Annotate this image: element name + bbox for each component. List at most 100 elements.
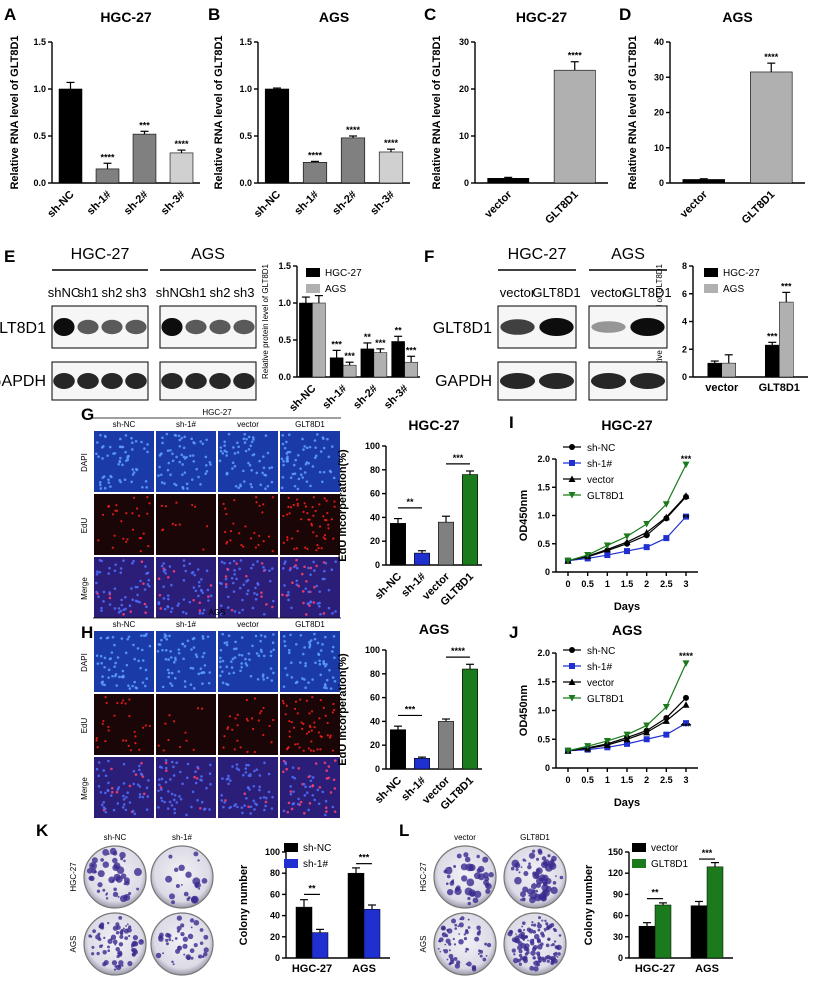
cell-dot	[272, 599, 275, 603]
cell-dot	[244, 525, 247, 528]
blot-band	[590, 373, 627, 389]
colony	[439, 950, 442, 953]
cell-dot	[134, 439, 138, 443]
cell-dot	[183, 680, 187, 683]
cell-dot	[159, 607, 163, 610]
colony	[91, 945, 95, 949]
cell-dot	[242, 583, 245, 587]
cell-dot	[235, 767, 239, 770]
cell-dot	[242, 545, 245, 548]
cell-dot	[192, 748, 195, 751]
colony	[442, 949, 445, 952]
cell-dot	[219, 604, 223, 608]
colony	[100, 925, 105, 930]
colony	[533, 962, 535, 964]
cell-dot	[124, 607, 127, 611]
x-tick-label: sh-1#	[292, 189, 321, 218]
micrograph	[94, 757, 154, 818]
cell-dot	[97, 774, 101, 778]
cell-dot	[264, 474, 268, 477]
cell-dot	[293, 776, 297, 780]
cell-dot	[262, 612, 266, 616]
cell-dot	[288, 512, 291, 515]
imaging-col-label: vector	[237, 620, 259, 629]
cell-dot	[223, 440, 227, 444]
cell-dot	[267, 772, 271, 776]
cell-dot	[307, 747, 310, 750]
colony	[467, 896, 471, 901]
cell-dot	[233, 499, 236, 502]
cell-dot	[106, 454, 109, 457]
colony	[545, 877, 552, 885]
data-point	[568, 475, 576, 482]
cell-dot	[223, 801, 226, 804]
x-tick-label: 2.5	[660, 579, 673, 589]
colony	[486, 942, 492, 948]
cell-dot	[249, 812, 252, 815]
colony	[552, 881, 557, 885]
cell-dot	[159, 796, 163, 800]
colony	[120, 873, 127, 879]
cell-dot	[190, 648, 193, 651]
cell-dot	[166, 594, 170, 597]
cell-dot	[244, 657, 247, 661]
cell-dot	[201, 442, 205, 446]
panel-letter-d: D	[619, 5, 631, 24]
cell-dot	[95, 739, 98, 742]
cell-dot	[98, 481, 102, 484]
cell-dot	[122, 762, 126, 766]
colony	[100, 944, 104, 947]
colony	[463, 937, 468, 941]
cell-dot	[137, 514, 141, 517]
cell-dot	[326, 721, 329, 725]
cell-dot	[241, 598, 244, 602]
x-tick-label: sh-1#	[320, 383, 349, 412]
cell-dot	[307, 566, 310, 570]
colony	[517, 945, 523, 951]
legend-label: sh-NC	[587, 646, 615, 657]
cell-dot	[247, 763, 250, 767]
x-tick-label: 1.5	[621, 775, 634, 785]
y-axis-title: EdU incorperation(%)	[337, 449, 349, 562]
colony	[102, 849, 109, 856]
cell-dot	[316, 602, 320, 605]
cell-dot	[144, 724, 147, 727]
colony	[547, 854, 551, 858]
colony	[540, 942, 544, 946]
cell-dot	[245, 698, 248, 702]
cell-dot	[281, 433, 285, 437]
cell-dot	[226, 727, 229, 730]
colony	[532, 956, 536, 960]
cell-dot	[223, 444, 226, 447]
cell-dot	[312, 560, 315, 564]
significance-label: ****	[308, 150, 323, 160]
cell-dot	[285, 457, 289, 460]
cell-dot	[239, 746, 242, 749]
cell-dot	[218, 660, 222, 664]
colony	[541, 896, 546, 902]
cell-dot	[113, 569, 117, 573]
blot-band	[161, 318, 183, 336]
colony	[530, 950, 536, 956]
cell-dot	[97, 595, 100, 599]
cell-dot	[319, 450, 323, 453]
cell-dot	[218, 459, 222, 463]
cell-dot	[309, 639, 313, 642]
cell-dot	[107, 781, 110, 785]
blot-band	[233, 373, 255, 389]
colony	[451, 918, 457, 924]
colony	[105, 897, 109, 900]
cell-dot	[318, 503, 321, 506]
cell-dot	[316, 543, 319, 547]
cell-dot	[304, 546, 307, 549]
colony	[159, 932, 164, 938]
cell-dot	[120, 701, 123, 705]
y-tick-label: 1.0	[239, 84, 252, 94]
cell-dot	[164, 505, 168, 508]
cell-dot	[168, 634, 171, 638]
cell-dot	[169, 682, 172, 685]
cell-dot	[258, 785, 262, 789]
cell-dot	[317, 731, 320, 734]
data-point	[603, 737, 611, 745]
blot-lane-label: GLT8D1	[532, 285, 580, 300]
